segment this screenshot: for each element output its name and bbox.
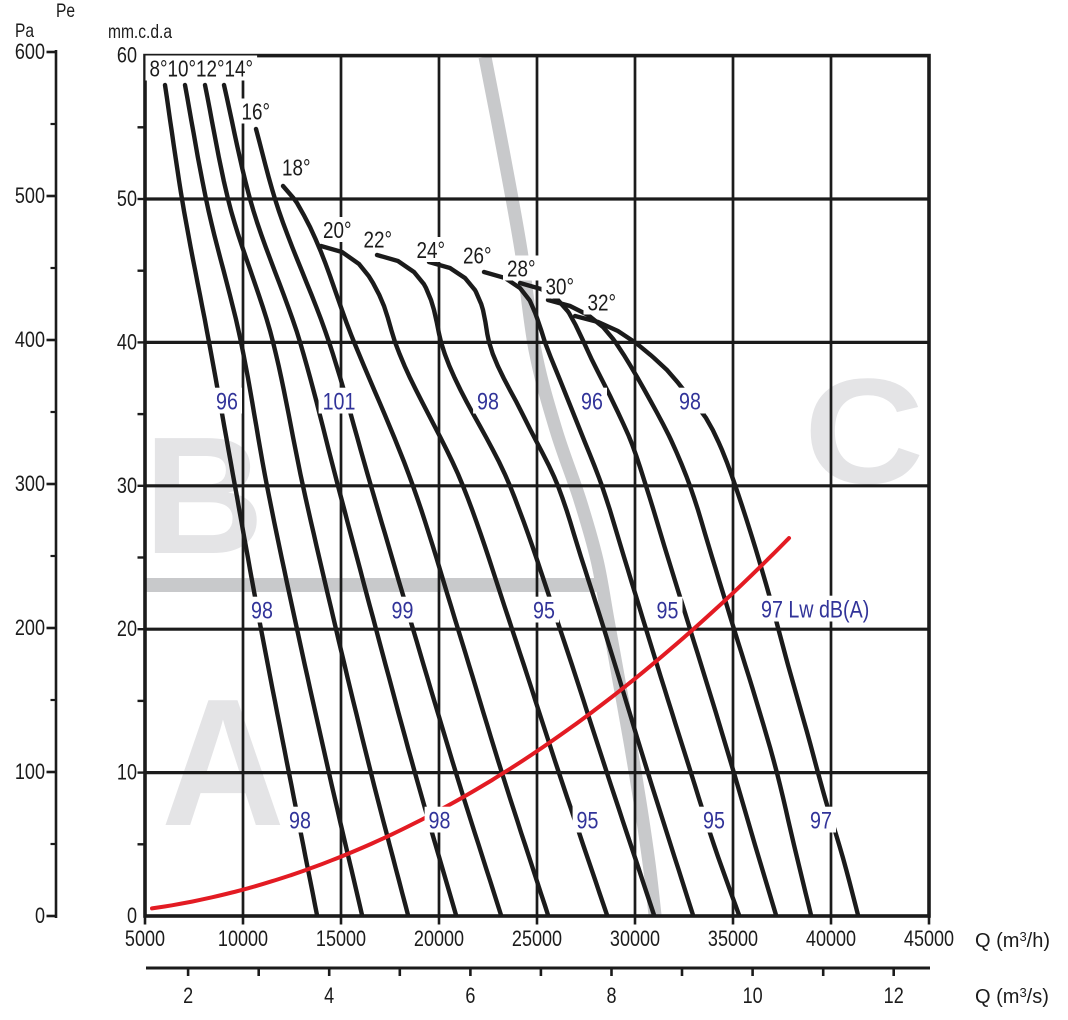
- svg-text:95: 95: [533, 597, 555, 624]
- svg-text:50: 50: [117, 187, 137, 211]
- svg-text:A: A: [161, 661, 284, 864]
- svg-text:95: 95: [657, 597, 679, 624]
- svg-text:35000: 35000: [708, 927, 758, 951]
- svg-text:95: 95: [577, 807, 599, 834]
- svg-text:40: 40: [117, 331, 137, 355]
- svg-text:98: 98: [679, 388, 701, 415]
- svg-text:40000: 40000: [806, 927, 856, 951]
- svg-text:5000: 5000: [125, 927, 165, 951]
- svg-text:30: 30: [117, 474, 137, 498]
- svg-text:95: 95: [703, 807, 725, 834]
- svg-text:97 Lw dB(A): 97 Lw dB(A): [761, 596, 869, 623]
- svg-text:Q (m3/s): Q (m3/s): [975, 985, 1049, 1008]
- svg-text:8°10°12°14°: 8°10°12°14°: [150, 57, 254, 82]
- svg-text:B: B: [144, 403, 265, 589]
- svg-text:0: 0: [35, 904, 45, 928]
- svg-text:8: 8: [606, 984, 616, 1008]
- svg-text:20: 20: [117, 618, 137, 642]
- svg-text:98: 98: [289, 807, 311, 834]
- svg-text:26°: 26°: [463, 244, 491, 269]
- svg-text:200: 200: [15, 616, 45, 640]
- svg-text:98: 98: [251, 597, 273, 624]
- svg-text:16°: 16°: [242, 100, 270, 125]
- svg-text:4: 4: [324, 984, 334, 1008]
- svg-text:Pa: Pa: [15, 20, 34, 42]
- svg-text:30000: 30000: [610, 927, 660, 951]
- svg-text:0: 0: [127, 904, 137, 928]
- svg-text:96: 96: [581, 388, 603, 415]
- svg-text:99: 99: [392, 597, 414, 624]
- svg-text:96: 96: [216, 388, 238, 415]
- svg-text:25000: 25000: [512, 927, 562, 951]
- svg-text:10000: 10000: [218, 927, 268, 951]
- svg-text:600: 600: [15, 40, 45, 64]
- svg-text:98: 98: [429, 807, 451, 834]
- svg-text:100: 100: [15, 760, 45, 784]
- svg-text:45000: 45000: [904, 927, 954, 951]
- svg-text:300: 300: [15, 472, 45, 496]
- svg-text:2: 2: [183, 984, 193, 1008]
- svg-text:97: 97: [810, 807, 832, 834]
- svg-text:24°: 24°: [417, 238, 445, 263]
- svg-text:101: 101: [323, 388, 356, 415]
- svg-text:98: 98: [477, 388, 499, 415]
- svg-text:60: 60: [117, 44, 137, 68]
- svg-text:400: 400: [15, 328, 45, 352]
- svg-text:28°: 28°: [507, 257, 535, 282]
- svg-text:500: 500: [15, 184, 45, 208]
- svg-text:10: 10: [743, 984, 763, 1008]
- svg-text:15000: 15000: [316, 927, 366, 951]
- svg-text:20°: 20°: [323, 218, 351, 243]
- svg-text:32°: 32°: [588, 291, 616, 316]
- svg-text:12: 12: [884, 984, 904, 1008]
- svg-text:22°: 22°: [364, 228, 392, 253]
- svg-text:Q (m3/h): Q (m3/h): [975, 929, 1050, 952]
- svg-text:6: 6: [465, 984, 475, 1008]
- svg-text:10: 10: [117, 761, 137, 785]
- svg-text:mm.c.d.a: mm.c.d.a: [108, 21, 172, 43]
- svg-text:30°: 30°: [546, 275, 574, 300]
- svg-text:Pe: Pe: [56, 0, 75, 21]
- svg-text:20000: 20000: [414, 927, 464, 951]
- svg-text:C: C: [804, 348, 924, 516]
- svg-text:18°: 18°: [282, 156, 310, 181]
